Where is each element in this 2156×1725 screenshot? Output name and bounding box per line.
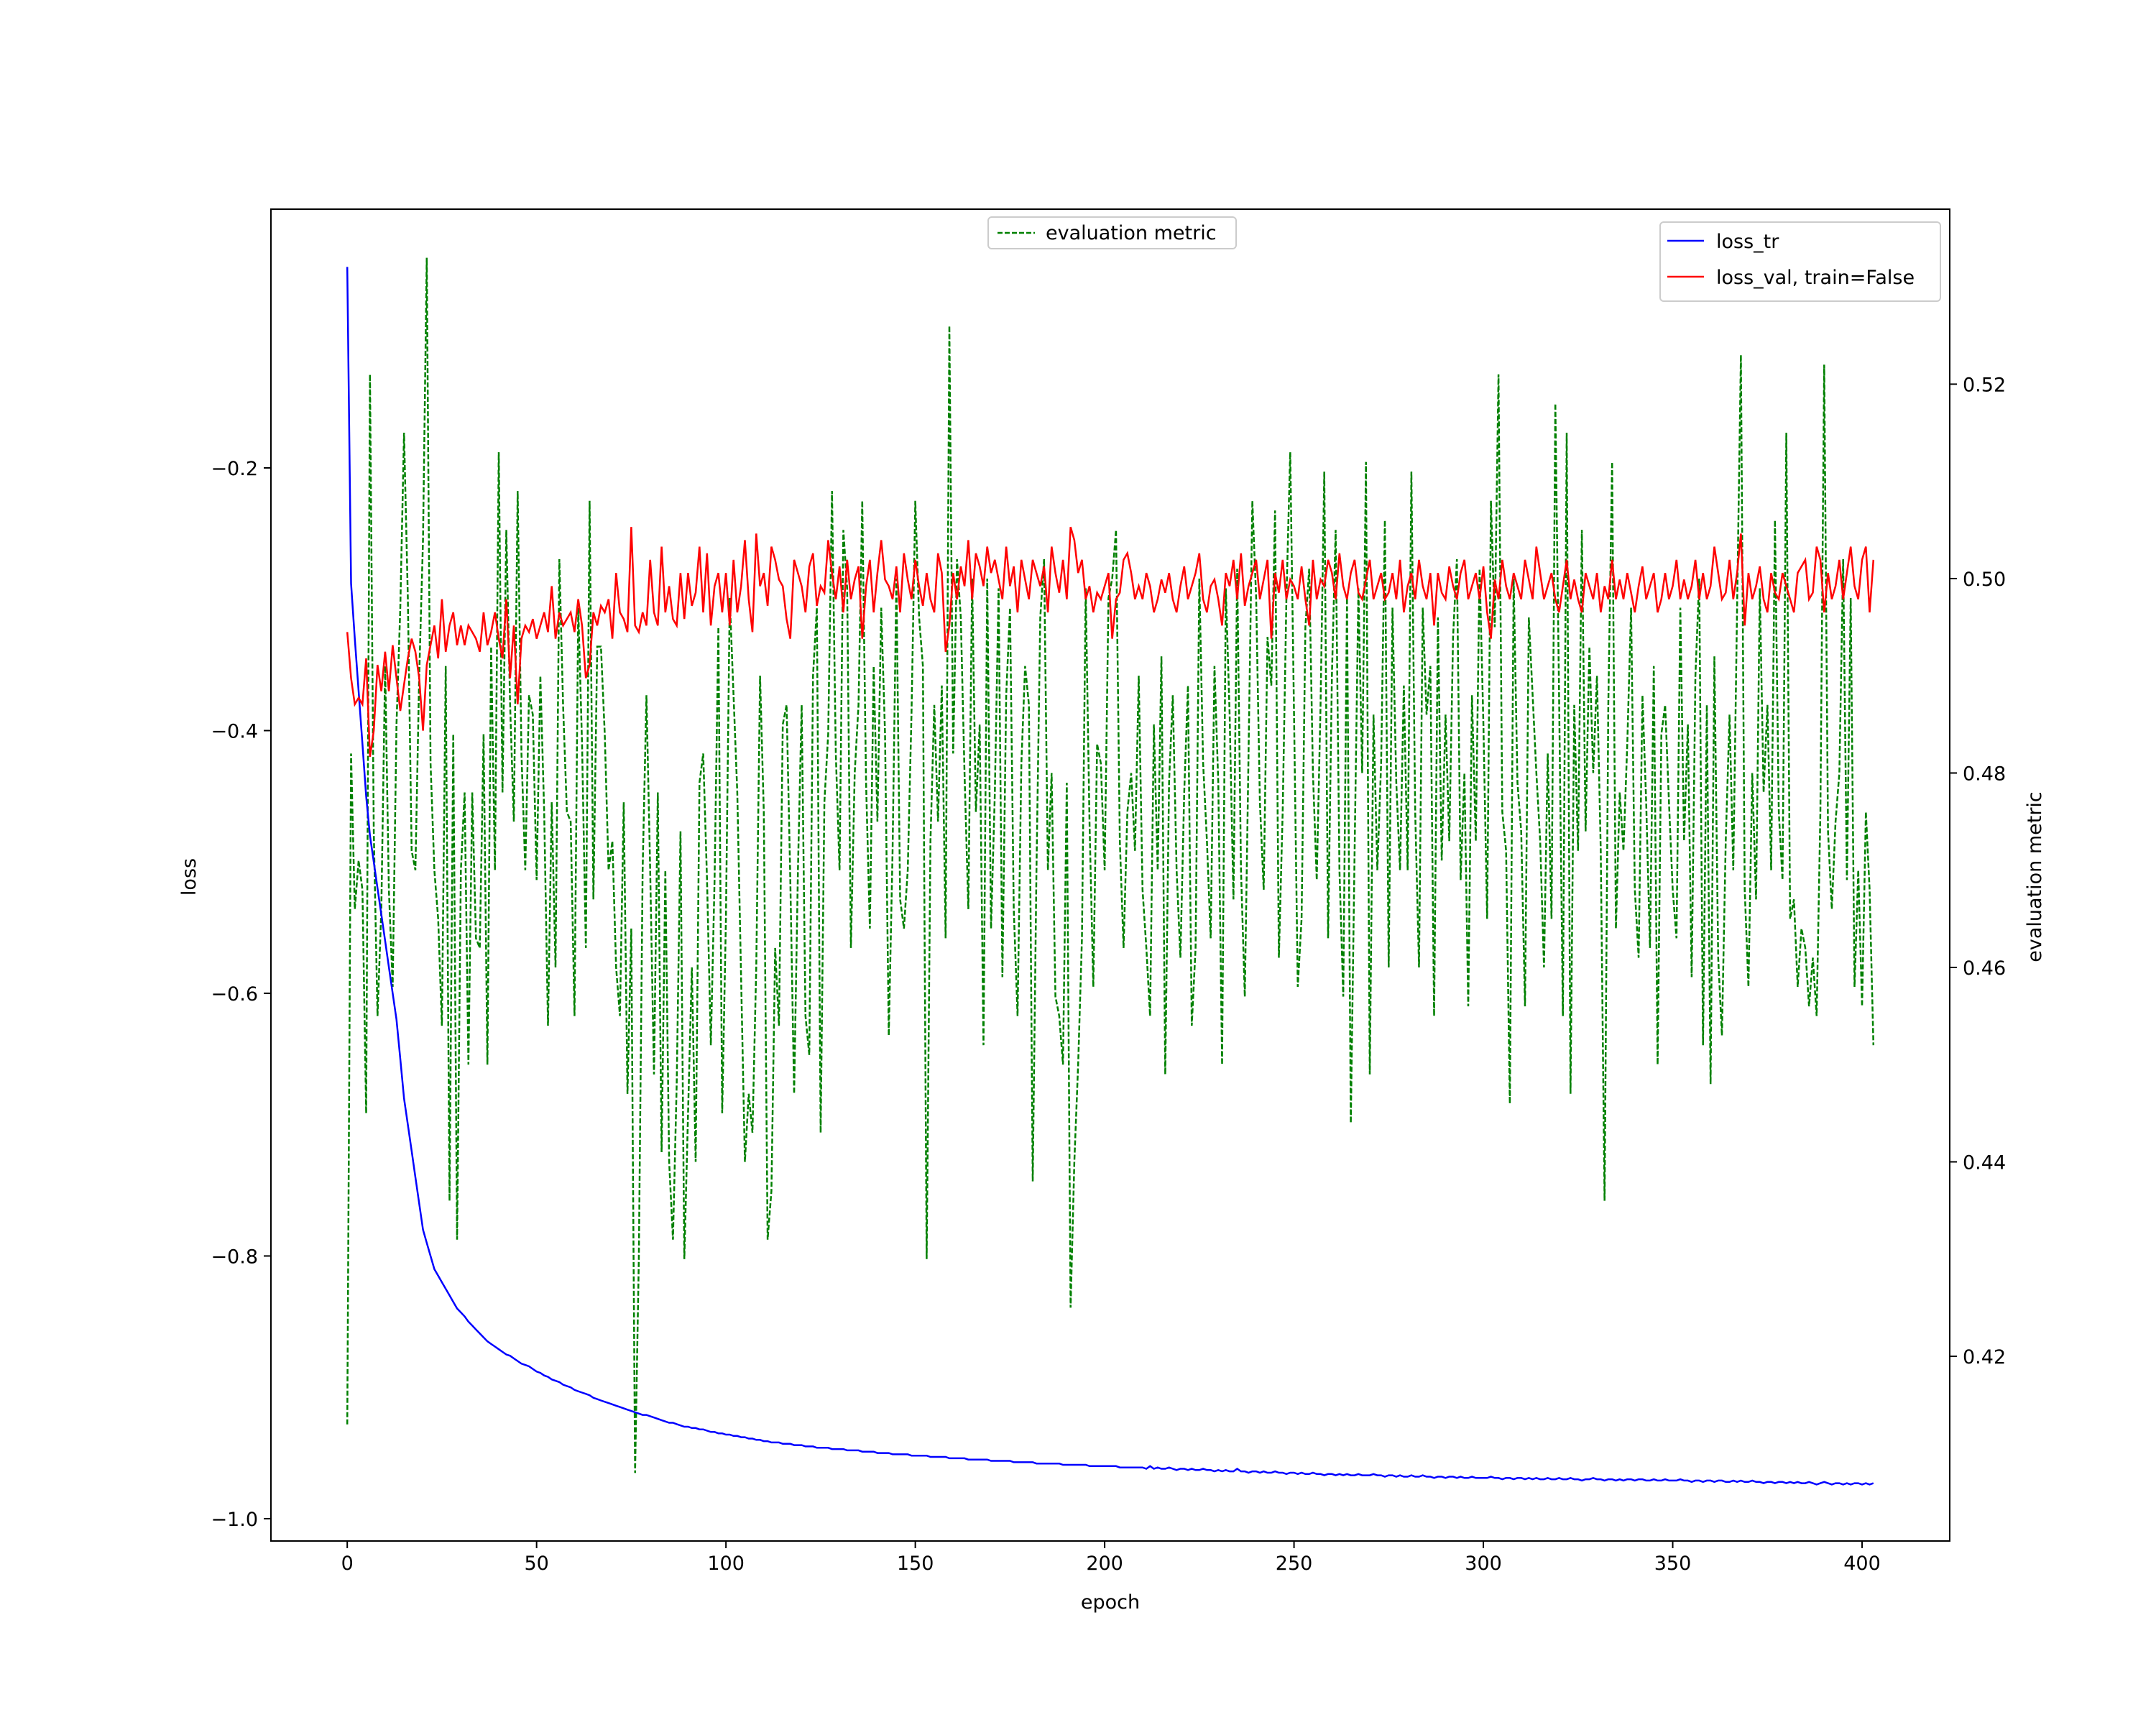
- y-axis-right-label: evaluation metric: [2024, 791, 2046, 962]
- x-tick-label: 50: [524, 1552, 548, 1575]
- legend-label-evaluation-metric: evaluation metric: [1046, 222, 1217, 244]
- y-right-tick-label: 0.48: [1963, 763, 2006, 785]
- x-tick-label: 350: [1654, 1552, 1692, 1575]
- y-right-tick-label: 0.44: [1963, 1152, 2006, 1174]
- x-tick-label: 400: [1843, 1552, 1881, 1575]
- x-tick-label: 0: [341, 1552, 354, 1575]
- y-right-tick-label: 0.50: [1963, 569, 2006, 591]
- series-line-evaluation-metric: [346, 257, 1875, 1473]
- legend-loss: loss_tr loss_val, train=False: [1659, 221, 1941, 302]
- series-line-loss-tr: [346, 267, 1874, 1486]
- x-tick-label: 150: [897, 1552, 934, 1575]
- y-tick-label: −0.6: [211, 983, 258, 1006]
- y-tick-label: −0.2: [211, 458, 258, 480]
- y-tick-label: −0.4: [211, 720, 258, 742]
- x-tick-label: 300: [1465, 1552, 1502, 1575]
- y-right-tick-label: 0.46: [1963, 957, 2006, 980]
- x-tick-label: 200: [1086, 1552, 1123, 1575]
- x-tick-label: 250: [1276, 1552, 1313, 1575]
- x-axis-label: epoch: [1081, 1591, 1140, 1614]
- y-tick-label: −0.8: [211, 1246, 258, 1268]
- y-axis-label: loss: [178, 858, 201, 896]
- y-right-tick-label: 0.42: [1963, 1346, 2006, 1368]
- legend-label-loss-val: loss_val, train=False: [1716, 267, 1915, 289]
- series-line-loss-val-train-false: [346, 526, 1875, 758]
- x-tick-label: 100: [707, 1552, 745, 1575]
- plot-frame: [270, 208, 1950, 1542]
- legend-evaluation-metric: evaluation metric: [987, 216, 1237, 249]
- y-tick-label: −1.0: [211, 1509, 258, 1531]
- legend-label-loss-tr: loss_tr: [1716, 231, 1779, 253]
- y-right-tick-label: 0.52: [1963, 374, 2006, 396]
